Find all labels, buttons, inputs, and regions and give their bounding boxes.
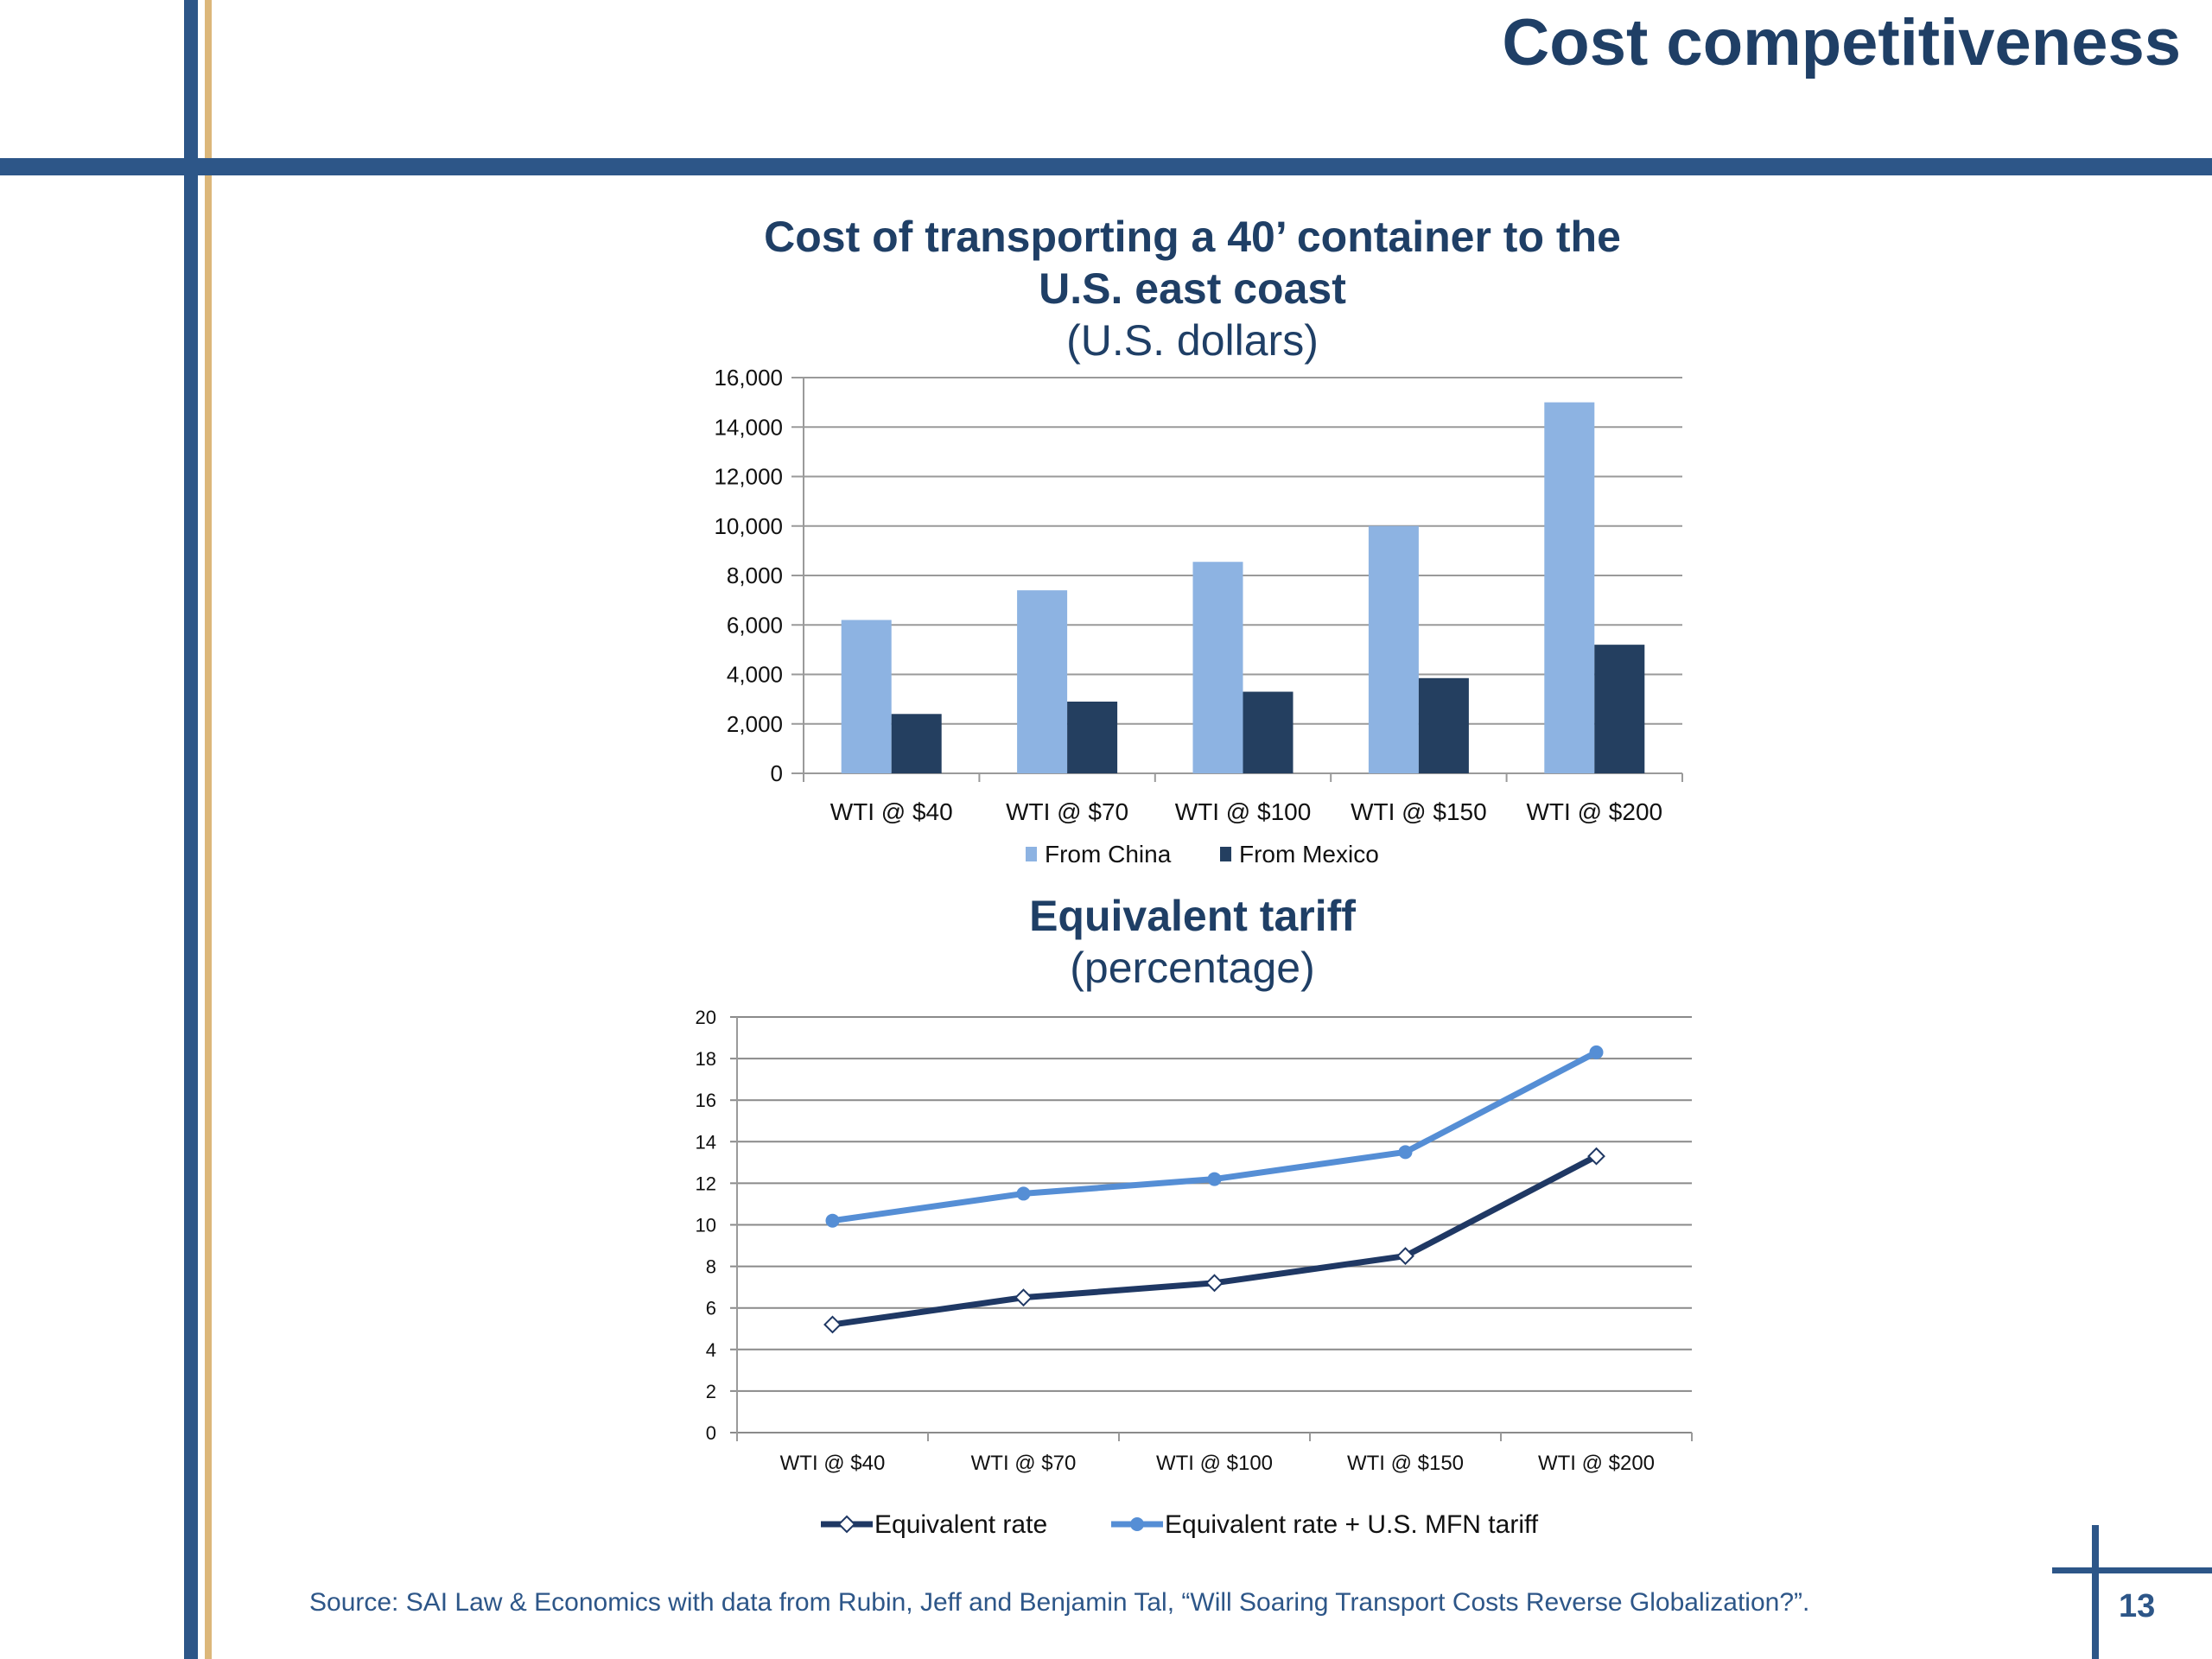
legend-swatch-from-mexico <box>1220 847 1231 861</box>
line-y-tick-label: 10 <box>696 1215 716 1236</box>
bar-y-tick-label: 14,000 <box>714 414 783 440</box>
bar-x-tick-label: WTI @ $100 <box>1175 798 1312 825</box>
legend-swatch-from-china <box>1026 847 1037 861</box>
line-y-tick-label: 12 <box>696 1173 716 1194</box>
line-x-tick-label: WTI @ $70 <box>971 1452 1077 1475</box>
bar-y-tick-label: 4,000 <box>727 662 783 688</box>
data-point-equivalent-rate-u-s-mfn-tariff <box>1589 1045 1604 1059</box>
bar-from-mexico <box>1067 701 1118 773</box>
data-point-equivalent-rate <box>823 1315 842 1334</box>
bar-chart-title: Cost of transporting a 40’ container to … <box>764 213 1621 261</box>
source-note: Source: SAI Law & Economics with data fr… <box>309 1588 1810 1617</box>
bar-y-tick-label: 2,000 <box>727 711 783 737</box>
line-chart-title-block: Equivalent tariff (percentage) <box>674 890 1711 994</box>
data-point-equivalent-rate <box>1587 1147 1605 1166</box>
data-point-equivalent-rate-u-s-mfn-tariff <box>1016 1186 1031 1201</box>
page-number: 13 <box>2119 1588 2156 1624</box>
line-x-tick-label: WTI @ $150 <box>1347 1452 1464 1475</box>
header-horizontal-rule <box>0 158 2212 175</box>
bar-from-china <box>1017 590 1068 773</box>
data-point-equivalent-rate <box>1205 1274 1224 1293</box>
bar-y-tick-label: 6,000 <box>727 612 783 638</box>
footer-corner-horizontal-rule <box>2052 1567 2212 1573</box>
bar-y-tick-label: 10,000 <box>714 513 783 539</box>
bar-from-mexico <box>1594 645 1645 773</box>
bar-from-china <box>1192 562 1243 773</box>
left-gold-rule <box>205 0 212 1659</box>
line-y-tick-label: 0 <box>706 1422 716 1444</box>
line-y-tick-label: 20 <box>696 1007 716 1028</box>
bar-chart-title-block: Cost of transporting a 40’ container to … <box>674 211 1711 366</box>
legend-marker-equivalent-rate-u-s-mfn-tariff <box>1130 1517 1144 1531</box>
line-y-tick-label: 2 <box>706 1381 716 1402</box>
bar-x-tick-label: WTI @ $200 <box>1527 798 1663 825</box>
line-y-tick-label: 18 <box>696 1048 716 1070</box>
footer-corner-vertical-rule <box>2092 1525 2099 1659</box>
legend-marker-equivalent-rate <box>837 1515 856 1534</box>
line-y-tick-label: 14 <box>696 1131 716 1153</box>
bar-from-china <box>1544 402 1595 773</box>
line-y-tick-label: 4 <box>706 1339 716 1361</box>
line-chart-title: Equivalent tariff <box>1029 892 1356 940</box>
legend-label: Equivalent rate <box>874 1510 1047 1539</box>
line-x-tick-label: WTI @ $40 <box>780 1452 886 1475</box>
bar-from-china <box>841 620 892 773</box>
line-x-tick-label: WTI @ $200 <box>1538 1452 1655 1475</box>
bar-from-china <box>1368 525 1419 773</box>
data-point-equivalent-rate <box>1396 1247 1414 1265</box>
data-point-equivalent-rate-u-s-mfn-tariff <box>1207 1172 1222 1186</box>
line-y-tick-label: 6 <box>706 1298 716 1319</box>
bar-from-mexico <box>891 714 942 773</box>
bar-x-tick-label: WTI @ $40 <box>830 798 953 825</box>
legend-label: Equivalent rate + U.S. MFN tariff <box>1165 1510 1539 1539</box>
bar-chart-title-line2: U.S. east coast <box>1039 264 1346 313</box>
page-title: Cost competitiveness <box>1502 6 2181 79</box>
data-point-equivalent-rate <box>1014 1288 1033 1307</box>
bar-x-tick-label: WTI @ $70 <box>1006 798 1128 825</box>
bar-x-tick-label: WTI @ $150 <box>1351 798 1487 825</box>
line-chart-subtitle: (percentage) <box>1070 944 1315 992</box>
data-point-equivalent-rate-u-s-mfn-tariff <box>825 1213 840 1228</box>
bar-y-tick-label: 8,000 <box>727 563 783 588</box>
bar-y-tick-label: 12,000 <box>714 464 783 490</box>
bar-chart-subtitle: (U.S. dollars) <box>1066 316 1319 365</box>
bar-from-mexico <box>1243 691 1294 773</box>
bar-y-tick-label: 16,000 <box>714 365 783 391</box>
bar-y-tick-label: 0 <box>771 760 783 786</box>
series-line-equivalent-rate-u-s-mfn-tariff <box>832 1049 1599 1224</box>
line-x-tick-label: WTI @ $100 <box>1156 1452 1273 1475</box>
data-point-equivalent-rate-u-s-mfn-tariff <box>1398 1145 1413 1160</box>
line-y-tick-label: 16 <box>696 1090 716 1111</box>
legend-label: From China <box>1045 841 1172 868</box>
legend-label: From Mexico <box>1239 841 1379 868</box>
left-vertical-rule <box>184 0 198 1659</box>
line-y-tick-label: 8 <box>706 1256 716 1278</box>
bar-from-mexico <box>1418 677 1469 773</box>
